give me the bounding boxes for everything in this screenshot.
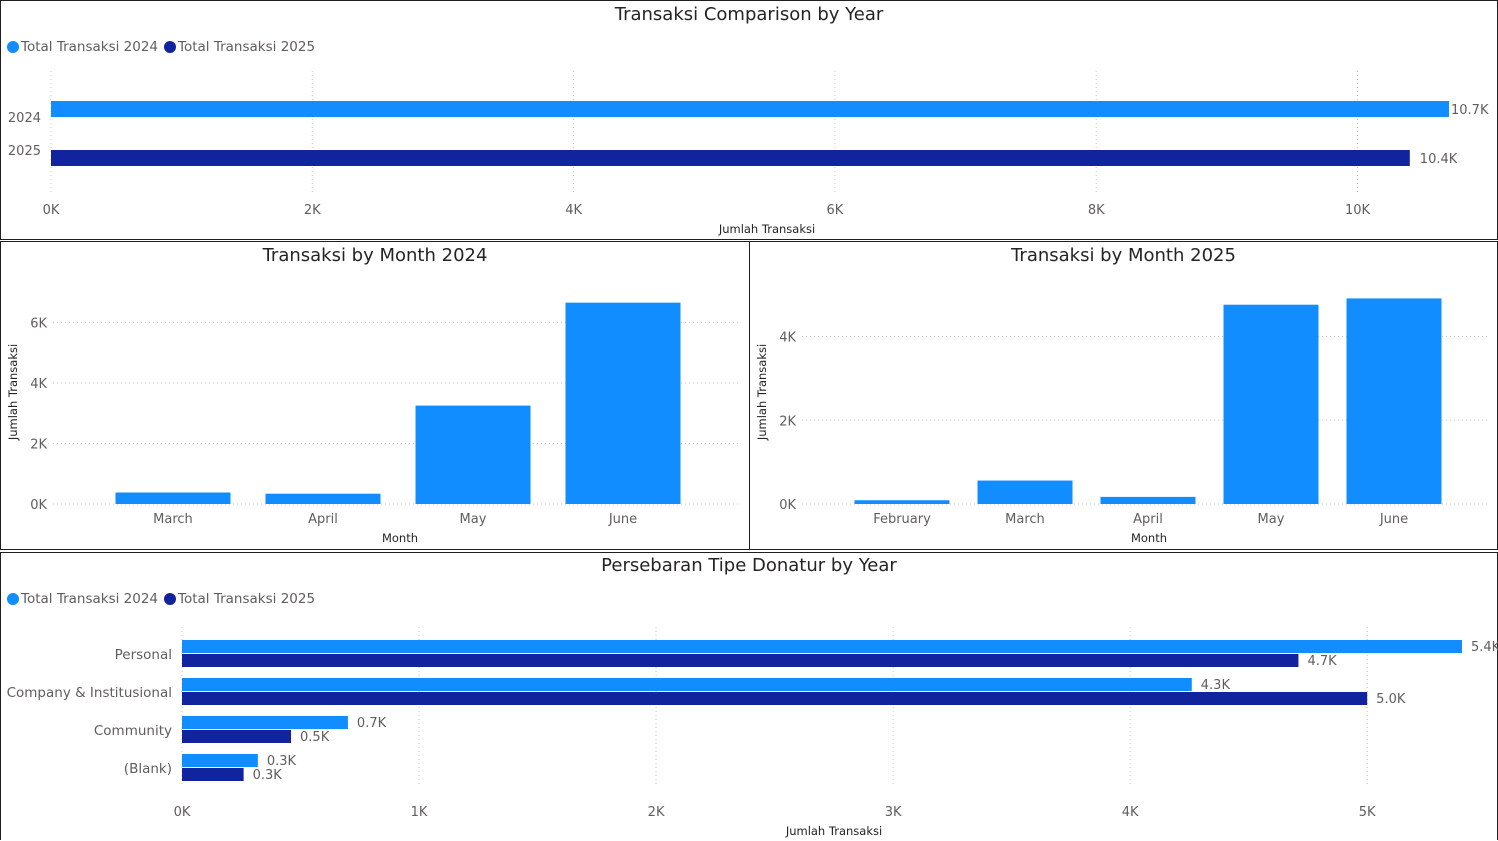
legend-dot-2025 (164, 593, 177, 605)
bar-2025 (182, 768, 244, 781)
legend-dot-2025 (164, 41, 177, 53)
chart-legend[interactable]: Total Transaksi 2024 Total Transaksi 202… (7, 39, 321, 55)
chart-panel-comparison-by-year[interactable]: Transaksi Comparison by Year Total Trans… (0, 0, 1498, 240)
x-tick-label: 8K (1088, 203, 1105, 218)
data-label: 0.3K (253, 768, 283, 783)
legend-label-2024: Total Transaksi 2024 (21, 591, 159, 607)
bar-2025 (51, 150, 1410, 166)
bar-2024 (51, 101, 1449, 117)
y-tick-label: 2K (30, 437, 47, 452)
bar-june (565, 302, 681, 504)
y-tick-label: (Blank) (124, 761, 172, 777)
x-tick-label: 2K (648, 805, 665, 820)
bar-june (1346, 298, 1442, 504)
bar-2024 (182, 678, 1192, 691)
chart-title: Persebaran Tipe Donatur by Year (601, 555, 897, 576)
y-tick-label: 0K (779, 498, 796, 513)
bar-march (115, 492, 231, 504)
x-tick-label: May (1258, 512, 1285, 527)
x-tick-label: March (1005, 512, 1045, 527)
bar-2024 (182, 640, 1462, 653)
chart-plot-month-2024: 0K 2K 4K 6K March April May June Month Jumlah Tra… (6, 302, 741, 545)
x-tick-label: March (153, 512, 193, 527)
bar-2025 (182, 730, 292, 743)
y-tick-label: Company & Institusional (7, 685, 172, 701)
chart-panel-month-2025[interactable]: Transaksi by Month 2025 0K 2K 4K February Ma… (749, 241, 1498, 550)
y-tick-label: 6K (30, 316, 47, 331)
bar-april (265, 493, 381, 504)
bar-february (854, 500, 950, 504)
x-tick-label: 4K (1122, 805, 1139, 820)
bar-march (977, 480, 1073, 504)
data-label: 4.3K (1201, 678, 1231, 693)
bar-april (1100, 496, 1196, 504)
x-tick-label: April (308, 512, 338, 527)
chart-plot-donor-type: 0K 1K 2K 3K 4K 5K 5.4K 4.7K Personal 4.3K 5.0K Comp… (7, 627, 1498, 838)
x-axis-label: Month (382, 531, 418, 545)
x-tick-label: 0K (174, 805, 191, 820)
data-label: 10.7K (1451, 103, 1489, 118)
x-tick-label: 2K (304, 203, 321, 218)
chart-title: Transaksi Comparison by Year (614, 4, 884, 25)
legend-dot-2024 (7, 41, 19, 53)
bar-2024 (182, 754, 258, 767)
y-tick-label: 2025 (8, 144, 41, 159)
x-tick-label: May (460, 512, 487, 527)
legend-label-2025: Total Transaksi 2025 (178, 591, 316, 607)
legend-label-2024: Total Transaksi 2024 (21, 39, 159, 55)
y-tick-label: 4K (30, 377, 47, 392)
bar-may (415, 405, 531, 504)
bar-2025 (182, 654, 1299, 667)
x-tick-label: February (873, 512, 931, 527)
chart-legend[interactable]: Total Transaksi 2024 Total Transaksi 202… (7, 591, 321, 607)
data-label: 5.4K (1471, 640, 1498, 655)
legend-item-2024[interactable]: Total Transaksi 2024 (7, 591, 158, 607)
bar-2024 (182, 716, 348, 729)
x-tick-label: 4K (565, 203, 582, 218)
legend-item-2025[interactable]: Total Transaksi 2025 (164, 39, 315, 55)
bar-2025 (182, 692, 1368, 705)
y-tick-label: 2K (779, 414, 796, 429)
x-tick-label: 5K (1359, 805, 1376, 820)
y-tick-label: 4K (779, 331, 796, 346)
x-tick-label: 10K (1345, 203, 1371, 218)
legend-dot-2024 (7, 593, 19, 605)
bar-may (1223, 304, 1319, 504)
legend-item-2024[interactable]: Total Transaksi 2024 (7, 39, 158, 55)
y-tick-label: 0K (30, 498, 47, 513)
x-tick-label: June (1379, 512, 1408, 527)
data-label: 0.5K (300, 730, 330, 745)
data-label: 10.4K (1420, 152, 1458, 167)
chart-title: Transaksi by Month 2025 (1011, 245, 1236, 266)
legend-label-2025: Total Transaksi 2025 (178, 39, 316, 55)
x-tick-label: 3K (885, 805, 902, 820)
data-label: 5.0K (1376, 692, 1406, 707)
legend-item-2025[interactable]: Total Transaksi 2025 (164, 591, 315, 607)
x-tick-label: 6K (827, 203, 844, 218)
y-axis-label: Jumlah Transaksi (6, 344, 20, 441)
chart-plot-month-2025: 0K 2K 4K February March April May June Month Juml… (755, 298, 1490, 545)
x-axis-label: Jumlah Transaksi (785, 824, 882, 838)
chart-panel-donor-type[interactable]: Persebaran Tipe Donatur by Year Total Tr… (0, 552, 1498, 840)
data-label: 0.3K (267, 754, 297, 769)
y-tick-label: 2024 (8, 111, 41, 126)
x-axis-label: Month (1131, 531, 1167, 545)
data-label: 0.7K (357, 716, 387, 731)
chart-plot-comparison: 0K 2K 4K 6K 8K 10K 10.7K 10.4K 2024 2025 Jumlah Tr… (8, 71, 1489, 236)
y-axis-label: Jumlah Transaksi (755, 344, 769, 441)
y-tick-label: Personal (115, 647, 172, 663)
x-tick-label: April (1133, 512, 1163, 527)
x-tick-label: 1K (411, 805, 428, 820)
data-label: 4.7K (1307, 654, 1337, 669)
x-tick-label: June (608, 512, 637, 527)
chart-title: Transaksi by Month 2024 (262, 245, 488, 266)
x-tick-label: 0K (43, 203, 60, 218)
chart-panel-month-2024[interactable]: Transaksi by Month 2024 0K 2K 4K 6K March Apr… (0, 241, 750, 550)
x-axis-label: Jumlah Transaksi (718, 222, 815, 236)
y-tick-label: Community (94, 723, 172, 739)
